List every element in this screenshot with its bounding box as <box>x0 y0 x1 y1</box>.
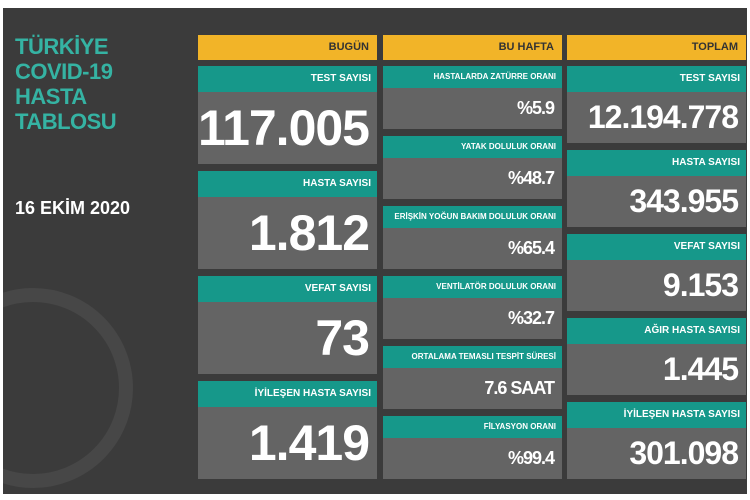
column-header: BU HAFTA <box>383 35 562 60</box>
stat-label: HASTALARDA ZATÜRRE ORANI <box>383 66 562 88</box>
stat-value: 9.153 <box>567 260 746 311</box>
title-line: HASTA <box>15 84 87 109</box>
stat-value: 301.098 <box>567 428 746 479</box>
stat-label: ERİŞKİN YOĞUN BAKIM DOLULUK ORANI <box>383 206 562 228</box>
stat-value: 1.445 <box>567 344 746 395</box>
stat-label: TEST SAYISI <box>198 66 377 92</box>
panel-title: TÜRKİYE COVID-19 HASTA TABLOSU <box>15 34 117 134</box>
stat-label: İYİLEŞEN HASTA SAYISI <box>198 381 377 407</box>
stat-value: %65.4 <box>383 228 562 269</box>
stat-value: %99.4 <box>383 438 562 479</box>
stat-value: 343.955 <box>567 176 746 227</box>
stat-label: VEFAT SAYISI <box>567 234 746 260</box>
title-line: TÜRKİYE <box>15 34 109 59</box>
stat-label: HASTA SAYISI <box>567 150 746 176</box>
stat-value: 73 <box>198 302 377 374</box>
stat-label: HASTA SAYISI <box>198 171 377 197</box>
stat-label: İYİLEŞEN HASTA SAYISI <box>567 402 746 428</box>
column-header: BUGÜN <box>198 35 377 60</box>
column-header: TOPLAM <box>567 35 746 60</box>
stat-label: VEFAT SAYISI <box>198 276 377 302</box>
stat-label: AĞIR HASTA SAYISI <box>567 318 746 344</box>
stat-value: 1.812 <box>198 197 377 269</box>
title-line: TABLOSU <box>15 109 117 134</box>
stat-label: ORTALAMA TEMASLI TESPİT SÜRESİ <box>383 346 562 368</box>
panel-date: 16 EKİM 2020 <box>15 198 131 218</box>
stat-value: %48.7 <box>383 158 562 199</box>
stat-label: VENTİLATÖR DOLULUK ORANI <box>383 276 562 298</box>
stat-value: 7.6 SAAT <box>383 368 562 409</box>
title-line: COVID-19 <box>15 59 113 84</box>
stat-value: %5.9 <box>383 88 562 129</box>
stat-value: 1.419 <box>198 407 377 479</box>
emblem <box>3 288 133 488</box>
stat-value: 12.194.778 <box>567 92 746 143</box>
board: TÜRKİYE COVID-19 HASTA TABLOSU 16 EKİM 2020… <box>3 8 747 494</box>
stat-value: 117.005 <box>198 92 377 164</box>
stat-label: FİLYASYON ORANI <box>383 416 562 438</box>
stat-label: YATAK DOLULUK ORANI <box>383 136 562 158</box>
stat-value: %32.7 <box>383 298 562 339</box>
stat-label: TEST SAYISI <box>567 66 746 92</box>
